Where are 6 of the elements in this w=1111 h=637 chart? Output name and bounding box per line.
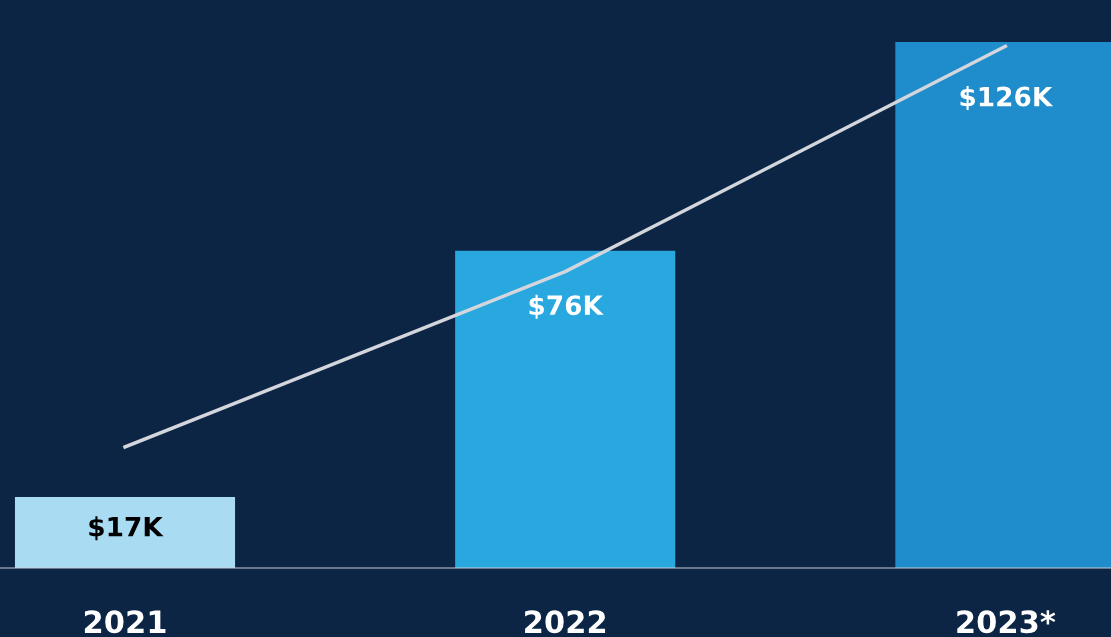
x-tick-label: 2021	[84, 610, 166, 634]
x-tick-label: 2022	[525, 610, 606, 634]
data-label: $76K	[529, 294, 604, 319]
data-label: $17K	[89, 516, 164, 541]
x-tick-label: 2023*	[957, 610, 1056, 634]
data-label: $126K	[960, 86, 1054, 111]
